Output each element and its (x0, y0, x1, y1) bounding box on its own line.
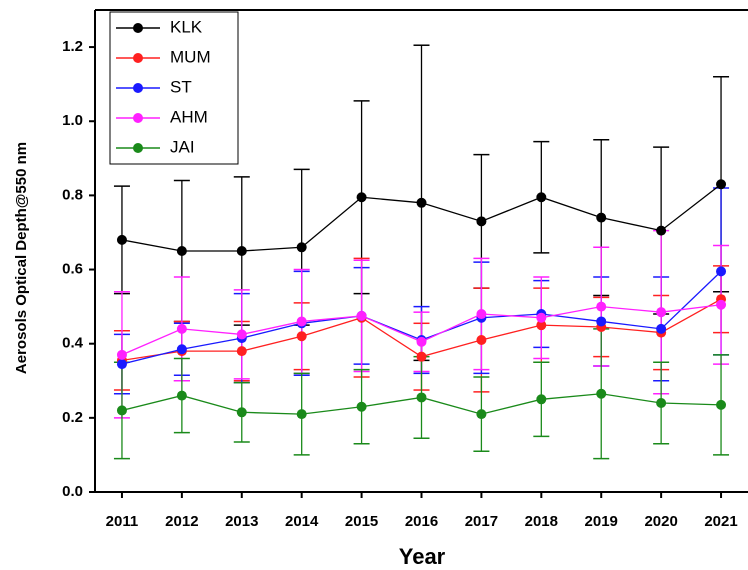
marker (476, 334, 487, 345)
marker (416, 197, 427, 208)
marker (656, 398, 667, 409)
legend-marker (133, 113, 143, 123)
y-tick-label: 0.8 (62, 186, 83, 203)
marker (596, 301, 607, 312)
y-tick-label: 0.6 (62, 261, 83, 278)
marker (716, 299, 727, 310)
x-tick-label: 2014 (285, 513, 319, 530)
x-tick-label: 2021 (704, 513, 737, 530)
marker (416, 351, 427, 362)
marker (596, 212, 607, 223)
marker (716, 266, 727, 277)
x-tick-label: 2017 (465, 513, 498, 530)
marker (656, 323, 667, 334)
marker (236, 346, 247, 357)
marker (656, 307, 667, 318)
marker (596, 388, 607, 399)
marker (716, 179, 727, 190)
marker (536, 192, 547, 203)
x-tick-label: 2011 (106, 513, 139, 530)
marker (536, 394, 547, 405)
legend-marker (133, 53, 143, 63)
x-tick-label: 2018 (525, 513, 558, 530)
marker (476, 309, 487, 320)
marker (476, 216, 487, 227)
x-tick-label: 2012 (165, 513, 198, 530)
x-tick-label: 2016 (405, 513, 438, 530)
marker (296, 242, 307, 253)
marker (656, 225, 667, 236)
marker (716, 399, 727, 410)
x-axis-label: Year (399, 544, 446, 569)
x-tick-label: 2020 (644, 513, 677, 530)
marker (596, 316, 607, 327)
marker (356, 401, 367, 412)
marker (236, 246, 247, 256)
marker (416, 392, 427, 403)
marker (176, 390, 187, 401)
marker (116, 359, 127, 370)
marker (296, 409, 307, 420)
marker (476, 409, 487, 420)
y-tick-label: 0.2 (62, 409, 83, 426)
marker (536, 320, 547, 331)
x-tick-label: 2013 (225, 513, 258, 530)
marker (356, 310, 367, 321)
marker (536, 312, 547, 323)
marker (116, 349, 127, 360)
x-tick-label: 2019 (585, 513, 618, 530)
x-tick-label: 2015 (345, 513, 378, 530)
marker (356, 192, 367, 203)
legend-label: ST (170, 77, 192, 96)
legend-marker (133, 23, 143, 33)
y-tick-label: 0.4 (62, 335, 84, 352)
marker (116, 405, 127, 416)
legend-marker (133, 143, 143, 153)
marker (296, 331, 307, 342)
legend-label: AHM (170, 107, 208, 126)
marker (296, 316, 307, 327)
legend-label: MUM (170, 47, 211, 66)
marker (236, 407, 247, 418)
legend-label: KLK (170, 17, 203, 36)
legend-label: JAI (170, 137, 195, 156)
marker (176, 344, 187, 355)
legend-marker (133, 83, 143, 93)
marker (416, 336, 427, 347)
marker (236, 329, 247, 340)
y-tick-label: 1.0 (62, 112, 83, 129)
marker (176, 323, 187, 334)
marker (176, 246, 187, 256)
y-tick-label: 1.2 (62, 38, 83, 55)
y-tick-label: 0.0 (62, 483, 83, 500)
marker (116, 234, 127, 245)
y-axis-label: Aerosols Optical Depth@550 nm (13, 142, 30, 374)
